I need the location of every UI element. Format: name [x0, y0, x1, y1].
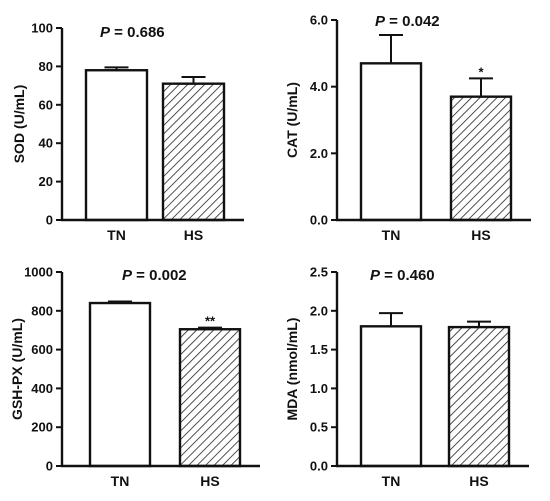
bar-hs: [449, 95, 513, 222]
p-value-title: P = 0.002: [122, 267, 187, 284]
y-axis-title: MDA (nmol/mL): [284, 318, 300, 421]
y-tick-label: 0: [46, 459, 53, 474]
chart-panel-1: TN HS 0 20 40 60 80 100 SOD (U/mL) P = 0.686: [11, 21, 244, 243]
p-value-title: P = 0.042: [375, 13, 440, 30]
chart-panel-4: TN HS 0.0 0.5 1.0 1.5 2.0 2.5 MDA (nmol/mL) P = 0…: [284, 265, 529, 489]
significance-mark-hs: *: [478, 64, 484, 79]
y-tick-label: 80: [39, 59, 53, 74]
bar-hs: [178, 328, 242, 468]
p-value-title: P = 0.460: [370, 267, 435, 284]
bar-tn: [359, 325, 423, 468]
y-tick-label: 200: [31, 420, 53, 435]
bar-tn: [359, 62, 423, 222]
y-tick-label: 20: [39, 174, 53, 189]
y-tick-label: 0.5: [310, 420, 328, 435]
significance-mark-hs: **: [205, 314, 216, 329]
y-tick-label: 1000: [24, 265, 53, 280]
bar-hs: [161, 82, 226, 222]
category-label-tn: TN: [382, 227, 401, 243]
y-tick-label: 0: [46, 213, 53, 228]
y-tick-label: 6.0: [310, 13, 328, 28]
y-axis-title: SOD (U/mL): [11, 85, 27, 164]
p-value-symbol: P: [100, 24, 111, 41]
p-value-text: = 0.686: [110, 24, 165, 41]
y-tick-label: 600: [31, 342, 53, 357]
chart-panel-3: TN ** HS 0 200 400 600 800 1000 GSH-PX (U/mL) P = …: [9, 265, 260, 489]
y-tick-label: 0.0: [310, 213, 328, 228]
y-tick-label: 2.0: [310, 146, 328, 161]
y-tick-label: 1.5: [310, 342, 328, 357]
y-axis-title: CAT (U/mL): [284, 82, 300, 158]
y-tick-label: 400: [31, 381, 53, 396]
y-axis-title: GSH-PX (U/mL): [9, 318, 25, 420]
bar-hs: [447, 325, 511, 468]
p-value-text: = 0.460: [380, 267, 435, 284]
category-label-hs: HS: [200, 473, 219, 489]
category-label-tn: TN: [111, 473, 130, 489]
p-value-symbol: P: [375, 13, 386, 30]
category-label-tn: TN: [382, 473, 401, 489]
y-tick-label: 100: [31, 21, 53, 36]
category-label-hs: HS: [471, 227, 490, 243]
bar-tn: [84, 69, 149, 222]
p-value-title: P = 0.686: [100, 24, 165, 41]
bar-tn: [88, 301, 152, 468]
y-tick-label: 1.0: [310, 381, 328, 396]
y-tick-label: 2.5: [310, 265, 328, 280]
p-value-text: = 0.002: [132, 267, 187, 284]
y-tick-label: 800: [31, 303, 53, 318]
category-label-hs: HS: [469, 473, 488, 489]
p-value-symbol: P: [122, 267, 133, 284]
p-value-symbol: P: [370, 267, 381, 284]
y-tick-label: 0.0: [310, 459, 328, 474]
y-tick-label: 60: [39, 97, 53, 112]
category-label-hs: HS: [184, 227, 203, 243]
chart-panel-2: TN * HS 0.0 2.0 4.0 6.0 CAT (U/mL) P = 0.042: [284, 13, 531, 243]
category-label-tn: TN: [107, 227, 126, 243]
p-value-text: = 0.042: [385, 13, 440, 30]
y-tick-label: 40: [39, 136, 53, 151]
y-tick-label: 2.0: [310, 303, 328, 318]
y-tick-label: 4.0: [310, 79, 328, 94]
